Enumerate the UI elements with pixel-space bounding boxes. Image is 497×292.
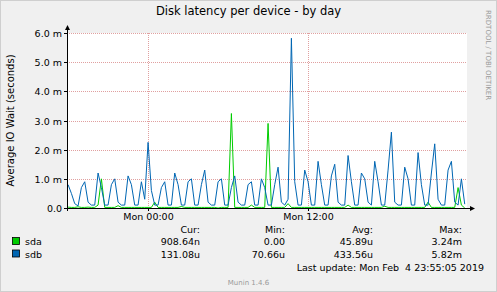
plot-area <box>67 33 467 208</box>
legend-swatch <box>13 238 20 245</box>
legend-stat: 131.08u <box>161 249 200 260</box>
legend-header: Min: <box>265 224 285 235</box>
legend-stat: 45.89u <box>340 236 373 247</box>
legend-header: Cur: <box>180 224 200 235</box>
x-axis <box>64 208 471 209</box>
tick <box>64 91 67 92</box>
watermark: RRDTOOL / TOBI OETIKER <box>484 10 492 100</box>
tick-label: 3.0 m <box>35 116 62 127</box>
series-group <box>68 38 465 208</box>
tick-label: Mon 00:00 <box>123 211 173 222</box>
y-label: Average IO Wait (seconds) <box>5 54 16 186</box>
tick <box>64 62 67 63</box>
tick-label: 2.0 m <box>35 145 62 156</box>
grid-line <box>67 179 467 180</box>
grid-line <box>148 33 149 208</box>
tick <box>64 150 67 151</box>
legend-swatch <box>13 250 20 257</box>
credit: Munin 1.4.6 <box>228 279 270 287</box>
legend-header: Max: <box>439 224 462 235</box>
tick-label: 1.0 m <box>35 174 62 185</box>
legend-stat: 5.82m <box>432 249 462 260</box>
series-line <box>68 38 465 206</box>
tick-label: 5.0 m <box>35 57 62 68</box>
legend-stat: 908.64n <box>161 236 200 247</box>
tick <box>64 179 67 180</box>
legend-stat: 433.56u <box>334 249 373 260</box>
title: Disk latency per device - by day <box>156 4 341 18</box>
tick <box>64 121 67 122</box>
legend-header: Avg: <box>352 224 373 235</box>
legend-label: sda <box>25 236 42 247</box>
y-axis <box>67 29 68 211</box>
background <box>0 0 497 292</box>
tick-label: Mon 12:00 <box>283 211 333 222</box>
tick-label: 4.0 m <box>35 86 62 97</box>
legend-stat: 0.00 <box>264 236 285 247</box>
grid-line <box>67 121 467 122</box>
tick-label: 0.0 <box>47 203 62 214</box>
grid-line <box>67 33 467 34</box>
tick-label: 6.0 m <box>35 28 62 39</box>
y-axis-arrow <box>65 25 70 30</box>
footer: Last update: Mon Feb 4 23:55:05 2019 <box>297 262 484 273</box>
chart: Disk latency per device - by day Average … <box>0 0 497 292</box>
legend-label: sdb <box>25 249 42 260</box>
tick <box>64 33 67 34</box>
legend-stat: 70.66u <box>252 249 285 260</box>
x-axis-arrow <box>470 206 475 211</box>
grid-line <box>67 91 467 92</box>
legend-stat: 3.24m <box>432 236 462 247</box>
border <box>1 1 497 292</box>
grid-line <box>67 62 467 63</box>
